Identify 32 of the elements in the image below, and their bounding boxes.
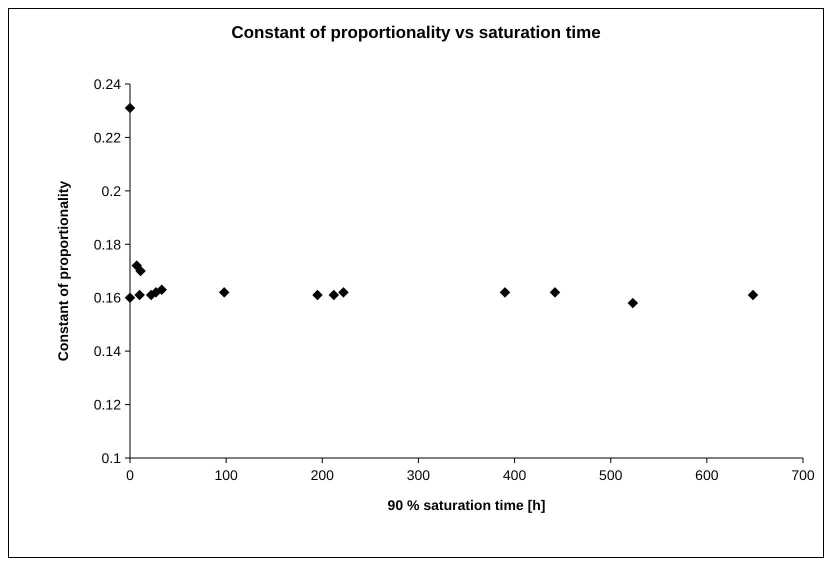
point <box>748 290 758 300</box>
point <box>550 287 560 298</box>
y-tick-label: 0.1 <box>102 450 122 466</box>
x-tick-label: 200 <box>310 467 334 483</box>
y-tick-label: 0.24 <box>94 76 122 92</box>
y-tick-label: 0.12 <box>94 396 122 413</box>
y-axis-title: Constant of proportionality <box>55 180 71 362</box>
x-tick-label: 100 <box>214 467 238 483</box>
y-tick-label: 0.16 <box>94 290 122 306</box>
point <box>156 284 167 295</box>
x-tick-label: 500 <box>599 467 623 483</box>
point <box>135 266 146 276</box>
x-tick-label: 700 <box>791 467 815 483</box>
point <box>500 287 510 298</box>
point <box>338 287 349 298</box>
x-axis-title: 90 % saturation time [h] <box>388 497 546 513</box>
point <box>134 290 145 300</box>
point <box>328 290 340 300</box>
x-tick-label: 400 <box>502 467 526 483</box>
chart-title: Constant of proportionality vs saturation time <box>231 23 601 42</box>
y-tick-label: 0.18 <box>94 236 122 252</box>
y-tick-label: 0.14 <box>94 343 122 360</box>
point <box>124 102 136 114</box>
x-tick-label: 600 <box>695 467 719 483</box>
point <box>124 292 136 303</box>
x-tick-label: 300 <box>406 467 430 483</box>
x-tick-label: 0 <box>126 467 134 483</box>
point <box>628 298 638 308</box>
point <box>312 290 323 300</box>
y-tick-label: 0.2 <box>102 182 122 199</box>
point <box>218 287 230 298</box>
y-tick-label: 0.22 <box>94 129 122 146</box>
